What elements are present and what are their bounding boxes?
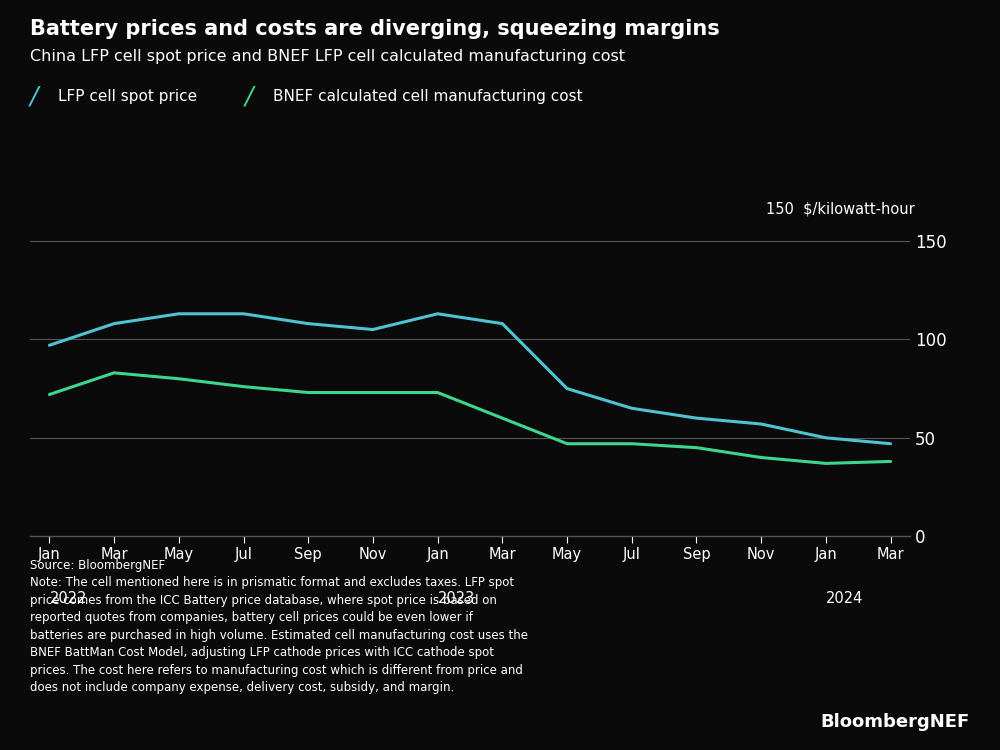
Text: 2024: 2024 [826,591,863,606]
Text: Battery prices and costs are diverging, squeezing margins: Battery prices and costs are diverging, … [30,19,720,39]
Text: /: / [245,84,253,108]
Text: BloombergNEF: BloombergNEF [821,713,970,731]
Text: BNEF calculated cell manufacturing cost: BNEF calculated cell manufacturing cost [273,88,583,104]
Text: Source: BloombergNEF
Note: The cell mentioned here is in prismatic format and ex: Source: BloombergNEF Note: The cell ment… [30,559,528,694]
Text: China LFP cell spot price and BNEF LFP cell calculated manufacturing cost: China LFP cell spot price and BNEF LFP c… [30,49,625,64]
Text: /: / [30,84,38,108]
Text: LFP cell spot price: LFP cell spot price [58,88,197,104]
Text: 2023: 2023 [438,591,475,606]
Text: 2022: 2022 [49,591,87,606]
Text: 150  $/kilowatt-hour: 150 $/kilowatt-hour [766,201,915,216]
